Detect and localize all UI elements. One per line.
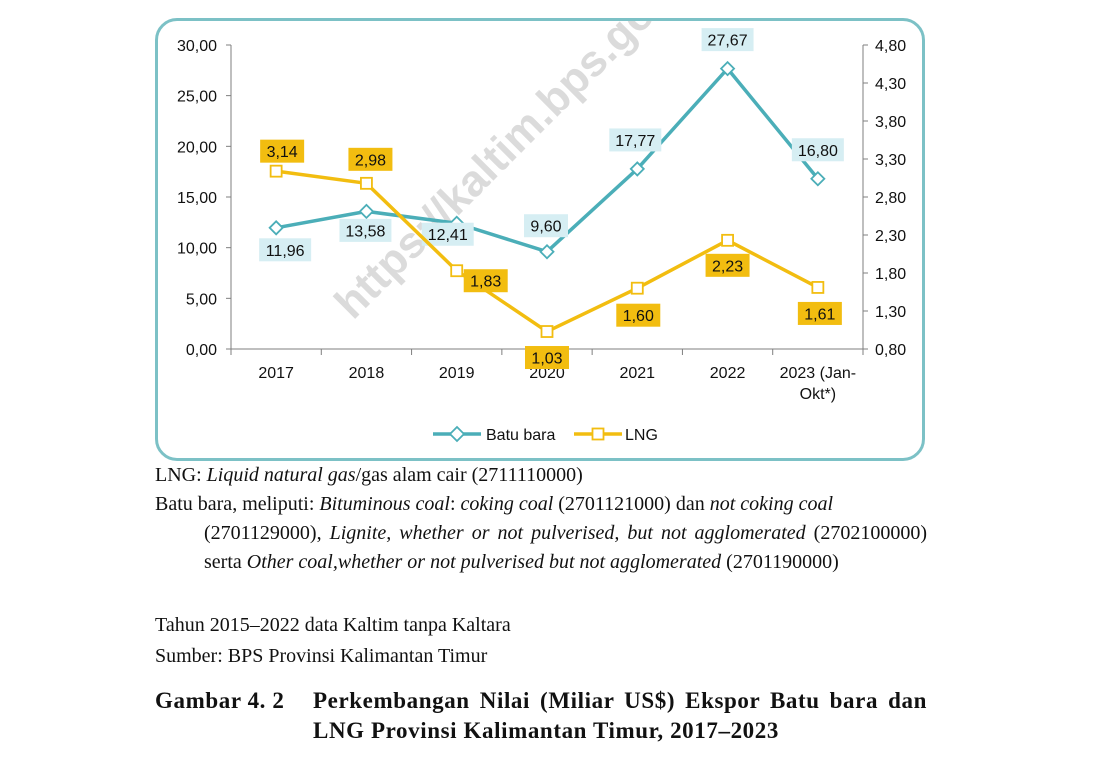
note-coal-part: Lignite, whether or not pulverised, but …	[329, 522, 806, 544]
y-right-tick-label: 2,80	[875, 190, 906, 207]
note-coal-part: (2701190000)	[726, 551, 839, 573]
note-lng: LNG: Liquid natural gas/gas alam cair (2…	[155, 461, 935, 490]
data-label-box	[524, 214, 568, 238]
note-coal-part: :	[449, 493, 461, 515]
data-label: 16,80	[798, 143, 838, 160]
figure-title: Perkembangan Nilai (Miliar US$) Ekspor B…	[313, 688, 927, 743]
note-years: Tahun 2015–2022 data Kaltim tanpa Kaltar…	[155, 614, 511, 636]
data-label: 11,96	[266, 243, 305, 260]
note-coal-part: coking coal	[460, 493, 554, 515]
note-coal-part: Batu bara, meliputi:	[155, 493, 320, 515]
note-coal-part: (2701129000),	[204, 522, 330, 544]
y-left-tick-label: 5,00	[186, 291, 217, 308]
note-coal: Batu bara, meliputi: Bituminous coal: co…	[155, 490, 927, 577]
data-point-lng	[630, 281, 644, 295]
note-lng-rest: /gas alam cair (2711110000)	[355, 464, 583, 486]
x-tick-label: 2017	[258, 365, 294, 382]
data-point-lng	[540, 325, 554, 338]
data-label: 1,60	[623, 308, 654, 325]
data-label-box	[463, 269, 508, 293]
legend-label-lng: LNG	[625, 427, 658, 444]
y-left-tick-label: 15,00	[177, 190, 217, 207]
note-source: Sumber: BPS Provinsi Kalimantan Timur	[155, 645, 488, 667]
y-left-tick-label: 20,00	[177, 139, 217, 156]
legend-label-batu-bara: Batu bara	[486, 427, 555, 444]
data-point-lng	[269, 164, 283, 178]
data-label-box	[339, 218, 392, 242]
y-right-tick-label: 2,30	[875, 228, 906, 245]
data-label-box	[421, 222, 474, 246]
note-coal-part: (2702100000) serta	[204, 522, 927, 573]
note-coal-part: Other coal,whether or not pulverised but…	[246, 551, 722, 573]
y-right-tick-label: 3,30	[875, 152, 906, 169]
data-point-lng	[811, 281, 825, 294]
x-tick-label: 2019	[439, 365, 475, 382]
y-right-tick-label: 0,80	[875, 342, 906, 359]
y-right-tick-label: 1,30	[875, 304, 906, 321]
data-point-batu-bara	[539, 243, 555, 260]
data-label-box	[701, 28, 754, 52]
x-tick-label: 2023 (Jan-Okt*)	[780, 365, 857, 403]
x-tick-label: 2018	[349, 365, 385, 382]
data-point-lng	[721, 233, 734, 247]
y-left-tick-label: 30,00	[177, 38, 217, 55]
note-lng-italic: Liquid natural gas	[206, 464, 356, 486]
data-point-lng	[450, 264, 464, 278]
x-tick-label: 2020	[529, 365, 565, 382]
note-coal-part: (2701121000) dan	[553, 493, 710, 515]
data-label-box	[616, 303, 661, 327]
data-label-box	[609, 128, 662, 152]
legend-marker-lng	[591, 427, 605, 441]
line-chart: https://kaltim.bps.go.id 0,00 5,00 10,00 15,…	[177, 21, 906, 444]
data-label: 3,14	[267, 144, 298, 161]
data-label: 27,67	[708, 33, 748, 50]
data-label-box	[705, 253, 750, 277]
note-lng-prefix: LNG:	[155, 464, 207, 486]
data-label: 1,61	[804, 306, 835, 323]
data-label: 9,60	[530, 219, 561, 236]
data-label-box	[348, 147, 393, 171]
data-label: 2,23	[712, 258, 743, 275]
data-point-batu-bara	[268, 220, 284, 236]
x-tick-label: 2022	[710, 365, 746, 382]
note-coal-part: Bituminous coal	[319, 493, 450, 515]
y-right-tick-label: 4,30	[875, 76, 906, 93]
data-point-batu-bara	[810, 170, 826, 187]
figure-number: Gambar 4. 2	[155, 688, 285, 713]
y-left-tick-label: 25,00	[177, 89, 217, 106]
data-label: 17,77	[615, 133, 655, 150]
data-label: 13,58	[345, 223, 385, 240]
legend-marker-batu-bara	[448, 425, 466, 443]
data-point-batu-bara	[719, 60, 736, 77]
data-point-batu-bara	[358, 203, 375, 220]
x-tick-label: 2021	[619, 365, 655, 382]
data-label-box	[791, 138, 844, 162]
data-point-batu-bara	[629, 161, 646, 177]
data-label: 2,98	[355, 152, 386, 169]
y-right-tick-label: 4,80	[875, 38, 906, 55]
watermark-text: https://kaltim.bps.go.id	[325, 21, 700, 328]
data-label: 1,03	[531, 351, 562, 368]
data-label: 1,83	[470, 274, 501, 291]
chart-frame: https://kaltim.bps.go.id 0,00 5,00 10,00 15,…	[155, 18, 925, 461]
data-label-box	[260, 139, 305, 163]
y-left-tick-label: 0,00	[186, 342, 217, 359]
y-right-tick-label: 3,80	[875, 114, 906, 131]
data-label: 12,41	[428, 227, 468, 244]
data-label-box	[259, 238, 312, 262]
note-coal-part: not coking coal	[709, 493, 834, 515]
y-left-tick-label: 10,00	[177, 241, 217, 258]
data-label-box	[797, 301, 842, 325]
y-right-tick-label: 1,80	[875, 266, 906, 283]
note-coal-indent: (2701129000), Lignite, whether or not pu…	[155, 519, 927, 577]
figure-caption: Gambar 4. 2 Perkembangan Nilai (Miliar U…	[155, 686, 927, 746]
data-point-lng	[360, 176, 373, 190]
data-label-box	[525, 346, 569, 370]
